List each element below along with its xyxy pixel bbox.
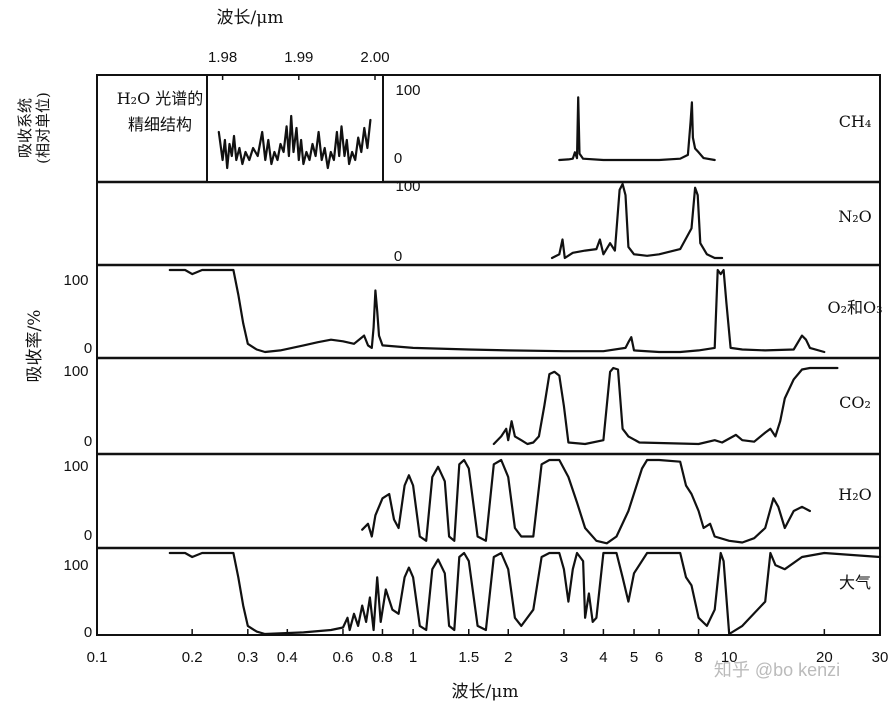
y-tick-label: 100 (395, 82, 420, 99)
x-tick-label: 3 (560, 649, 568, 666)
series-curves (168, 96, 882, 636)
y-axis-label: 吸收率/% (25, 310, 45, 383)
inset-x-tick-label: 1.99 (284, 49, 313, 66)
watermark: 知乎 @bo kenzi (714, 660, 840, 680)
series-label: N₂O (838, 207, 872, 226)
y-tick-labels: 100 0 100 0 100 0 100 0 100 0 100 0 (63, 82, 420, 641)
x-tick-label: 1 (409, 649, 417, 666)
inset-x-tick-label: 2.00 (360, 49, 389, 66)
x-tick-label: 4 (599, 649, 607, 666)
y-tick-label: 0 (394, 248, 402, 265)
y-tick-label: 0 (394, 150, 402, 167)
x-tick-label: 0.4 (277, 649, 298, 666)
inset-x-axis-label: 波长/μm (217, 8, 284, 28)
series-line (361, 458, 811, 545)
panel-frames (96, 74, 881, 636)
x-tick-label: 1.5 (458, 649, 479, 666)
series-label: CH₄ (839, 112, 872, 131)
series-line (492, 366, 839, 446)
x-tick-label: 20 (816, 649, 833, 666)
inset-title-line2: 精细结构 (128, 115, 192, 134)
inset-line (217, 114, 372, 170)
x-tick-label: 6 (655, 649, 663, 666)
y-tick-label: 100 (63, 272, 88, 289)
x-tick-label: 2 (504, 649, 512, 666)
inset-frame (206, 74, 384, 183)
series-line (168, 268, 826, 354)
y-tick-label: 100 (63, 557, 88, 574)
y-tick-label: 0 (84, 433, 92, 450)
series-label: CO₂ (839, 393, 871, 412)
x-tick-label: 0.8 (372, 649, 393, 666)
plot-frame (96, 74, 881, 636)
y-tick-label: 0 (84, 340, 92, 357)
y-tick-label: 0 (84, 624, 92, 641)
series-label: H₂O (838, 485, 871, 504)
y-tick-label: 100 (63, 458, 88, 475)
series-line (558, 96, 716, 162)
series-line (550, 182, 724, 260)
x-tick-label: 0.3 (237, 649, 258, 666)
y-tick-label: 100 (63, 363, 88, 380)
panel-labels: CH₄ N₂O O₂和O₃ CO₂ H₂O 大气 (827, 112, 882, 592)
x-axis-ticks: 0.1 0.2 0.3 0.4 0.6 0.8 1 1.5 2 3 4 5 6 8 10 20 30 (87, 629, 889, 666)
top-y-axis-label: 吸收系统(相对单位) (16, 92, 52, 164)
x-tick-label: 10 (721, 649, 738, 666)
x-tick-label: 8 (694, 649, 702, 666)
y-tick-label: 0 (84, 527, 92, 544)
x-tick-label: 0.2 (182, 649, 203, 666)
x-tick-label: 30 (872, 649, 889, 666)
x-axis-label: 波长/μm (452, 682, 519, 702)
x-tick-label: 0.6 (333, 649, 354, 666)
inset-x-tick-label: 1.98 (208, 49, 237, 66)
series-label: 大气 (839, 573, 871, 592)
series-line (168, 551, 882, 636)
x-tick-label: 5 (630, 649, 638, 666)
x-tick-label: 0.1 (87, 649, 108, 666)
inset-title-line1: H₂O 光谱的 (117, 89, 204, 108)
series-label: O₂和O₃ (827, 298, 882, 317)
y-tick-label: 100 (395, 178, 420, 195)
